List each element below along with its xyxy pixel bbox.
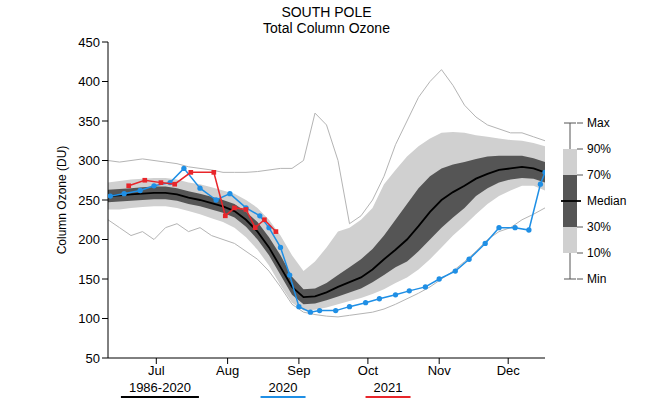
- svg-text:200: 200: [78, 232, 100, 247]
- svg-text:Nov: Nov: [428, 363, 452, 378]
- svg-text:150: 150: [78, 272, 100, 287]
- svg-text:250: 250: [78, 193, 100, 208]
- svg-text:10%: 10%: [587, 246, 611, 260]
- html-text:2021: 2021: [373, 380, 403, 395]
- svg-text:Sep: Sep: [287, 363, 310, 378]
- svg-text:350: 350: [78, 114, 100, 129]
- html-text:1986-2020: 1986-2020: [128, 380, 192, 395]
- svg-text:Aug: Aug: [216, 363, 239, 378]
- svg-text:Oct: Oct: [358, 363, 379, 378]
- svg-text:100: 100: [78, 311, 100, 326]
- svg-text:Dec: Dec: [497, 363, 521, 378]
- svg-text:300: 300: [78, 153, 100, 168]
- html-text:2020: 2020: [268, 380, 298, 395]
- svg-text:Min: Min: [587, 272, 606, 286]
- html-text:Total Column Ozone: Total Column Ozone: [263, 20, 390, 36]
- svg-text:Column Ozone (DU): Column Ozone (DU): [55, 146, 69, 255]
- svg-text:Max: Max: [587, 116, 610, 130]
- html-text:SOUTH POLE: SOUTH POLE: [281, 4, 372, 20]
- svg-text:Median: Median: [587, 194, 626, 208]
- svg-text:400: 400: [78, 74, 100, 89]
- svg-text:450: 450: [78, 35, 100, 50]
- svg-text:70%: 70%: [587, 168, 611, 182]
- svg-text:30%: 30%: [587, 220, 611, 234]
- svg-text:Jul: Jul: [148, 363, 165, 378]
- svg-text:90%: 90%: [587, 142, 611, 156]
- svg-text:50: 50: [86, 351, 100, 366]
